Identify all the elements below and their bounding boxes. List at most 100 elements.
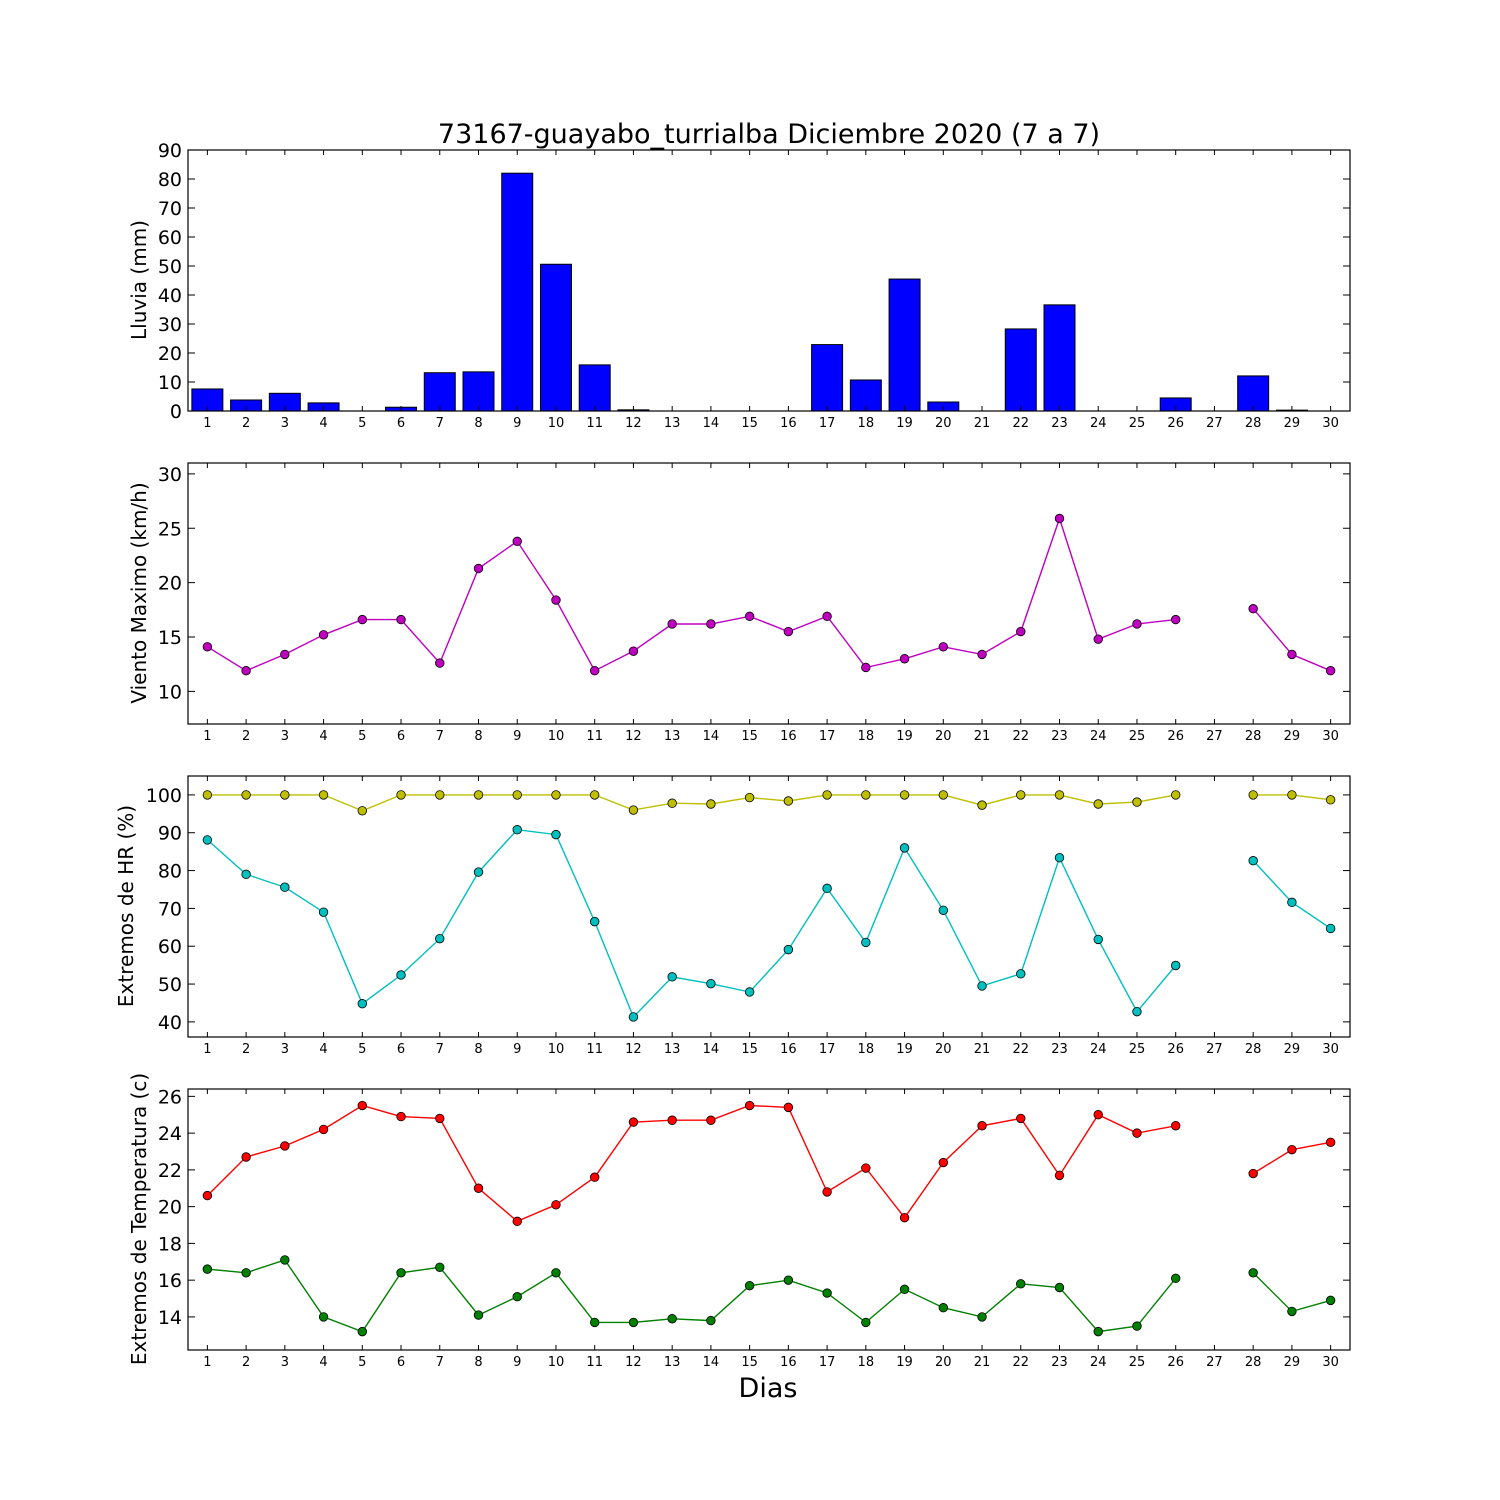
wind-xtick-label: 10 bbox=[548, 729, 565, 744]
temp-max-point bbox=[1170, 1121, 1181, 1131]
temp-min-point bbox=[628, 1317, 639, 1328]
humidity-min-point bbox=[783, 944, 794, 955]
temp-min-point bbox=[706, 1315, 716, 1326]
humidity-max-point bbox=[783, 796, 794, 806]
rain-xtick-label: 28 bbox=[1245, 416, 1262, 431]
humidity-xtick-label: 6 bbox=[397, 1042, 405, 1057]
wind-xtick-label: 17 bbox=[819, 729, 836, 744]
temperature-ytick-label: 20 bbox=[158, 1197, 182, 1219]
humidity-axes-frame bbox=[187, 775, 1351, 1038]
temp-min-point bbox=[1054, 1282, 1065, 1293]
rain-xtick-label: 20 bbox=[935, 416, 952, 431]
wind-max-point bbox=[473, 563, 484, 574]
humidity-min-point bbox=[590, 916, 600, 927]
rain-bar bbox=[849, 379, 882, 412]
temp-min-point bbox=[1325, 1295, 1336, 1306]
humidity-max-point bbox=[1016, 790, 1026, 800]
humidity-max-point bbox=[861, 790, 871, 800]
temp-min-point bbox=[1132, 1321, 1142, 1331]
rain-xtick-label: 18 bbox=[858, 416, 875, 431]
wind-max-point bbox=[861, 662, 871, 673]
temp-min-point bbox=[744, 1280, 755, 1291]
temp-max-point bbox=[551, 1200, 561, 1210]
humidity-xtick-label: 20 bbox=[935, 1042, 952, 1057]
humidity-min-line bbox=[1252, 860, 1331, 929]
wind-xtick-label: 6 bbox=[397, 729, 405, 744]
humidity-ytick-label: 60 bbox=[158, 936, 182, 958]
wind-xtick-label: 21 bbox=[974, 729, 991, 744]
humidity-max-point bbox=[357, 806, 368, 816]
temp-min-point bbox=[977, 1312, 987, 1322]
wind-max-point bbox=[590, 666, 600, 676]
rain-xtick-label: 6 bbox=[397, 416, 405, 431]
humidity-max-point bbox=[1132, 797, 1142, 807]
temp-min-point bbox=[473, 1310, 484, 1320]
humidity-xtick-label: 17 bbox=[819, 1042, 836, 1057]
temperature-xtick-label: 7 bbox=[436, 1355, 444, 1370]
humidity-max-point bbox=[473, 790, 484, 800]
wind-xtick-label: 8 bbox=[474, 729, 482, 744]
temp-min-point bbox=[1287, 1306, 1297, 1317]
temp-min-point bbox=[318, 1312, 329, 1322]
rain-bar bbox=[811, 344, 844, 412]
wind-ytick-label: 30 bbox=[158, 464, 182, 486]
humidity-min-point bbox=[667, 972, 677, 982]
rain-xtick-label: 2 bbox=[242, 416, 250, 431]
humidity-xtick-label: 22 bbox=[1012, 1042, 1029, 1057]
humidity-max-point bbox=[1093, 799, 1103, 809]
humidity-panel: 1 2 3 4 5 6 7 8 9 10 11 12 13 14 15 16 17 18 19 20 21 22 23 24 2… bbox=[146, 775, 1351, 1057]
wind-xtick-label: 27 bbox=[1206, 729, 1223, 744]
humidity-min-point bbox=[280, 882, 290, 892]
temperature-xtick-label: 25 bbox=[1129, 1355, 1146, 1370]
wind-xtick-label: 19 bbox=[896, 729, 913, 744]
temp-min-point bbox=[667, 1314, 677, 1324]
wind-max-point bbox=[1132, 619, 1142, 629]
humidity-min-point bbox=[396, 970, 406, 980]
temp-min-point bbox=[1016, 1279, 1026, 1289]
x-axis-label: Dias bbox=[739, 1373, 798, 1404]
humidity-xtick-label: 19 bbox=[896, 1042, 913, 1057]
temp-max-point bbox=[1054, 1170, 1065, 1181]
temp-max-point bbox=[977, 1121, 987, 1131]
temperature-xtick-label: 26 bbox=[1167, 1355, 1184, 1370]
humidity-max-line bbox=[207, 794, 1176, 812]
temperature-xtick-label: 16 bbox=[780, 1355, 797, 1370]
temperature-panel: 1 2 3 4 5 6 7 8 9 10 11 12 13 14 15 16 17 18 19 20 21 22 23 24 2… bbox=[158, 1086, 1351, 1370]
humidity-ytick-label: 50 bbox=[158, 974, 182, 996]
humidity-min-point bbox=[861, 937, 871, 948]
wind-max-point bbox=[706, 619, 716, 629]
wind-xtick-label: 11 bbox=[586, 729, 603, 744]
rain-xtick-label: 3 bbox=[281, 416, 289, 431]
temperature-ylabel: Extremos de Temperatura (c) bbox=[127, 1073, 151, 1365]
temp-min-point bbox=[435, 1262, 445, 1272]
temperature-ytick-label: 14 bbox=[158, 1307, 182, 1329]
wind-xtick-label: 26 bbox=[1167, 729, 1184, 744]
rain-xtick-label: 15 bbox=[741, 416, 758, 431]
humidity-min-point bbox=[202, 835, 213, 845]
humidity-min-point bbox=[551, 829, 561, 840]
rain-ytick-label: 50 bbox=[158, 256, 182, 278]
temperature-xtick-label: 23 bbox=[1051, 1355, 1068, 1370]
humidity-min-point bbox=[1325, 923, 1336, 934]
wind-max-point bbox=[977, 649, 987, 660]
wind-ytick-label: 25 bbox=[158, 518, 182, 540]
temp-max-point bbox=[822, 1187, 832, 1197]
wind-max-point bbox=[1325, 666, 1336, 676]
rain-ytick-label: 70 bbox=[158, 198, 182, 220]
temp-max-point bbox=[1325, 1137, 1336, 1148]
temperature-xtick-label: 9 bbox=[513, 1355, 521, 1370]
temp-min-point bbox=[783, 1275, 794, 1285]
wind-xtick-label: 7 bbox=[436, 729, 444, 744]
wind-ytick-label: 15 bbox=[158, 627, 182, 649]
temp-max-point bbox=[590, 1172, 600, 1182]
temperature-ytick-label: 26 bbox=[158, 1086, 182, 1108]
humidity-max-point bbox=[202, 790, 213, 800]
humidity-xtick-label: 9 bbox=[513, 1042, 521, 1057]
wind-max-point bbox=[1054, 513, 1065, 524]
humidity-max-point bbox=[667, 798, 677, 808]
wind-xtick-label: 20 bbox=[935, 729, 952, 744]
humidity-min-point bbox=[1093, 934, 1103, 945]
wind-max-point bbox=[280, 649, 290, 660]
wind-xtick-label: 2 bbox=[242, 729, 250, 744]
humidity-xtick-label: 23 bbox=[1051, 1042, 1068, 1057]
